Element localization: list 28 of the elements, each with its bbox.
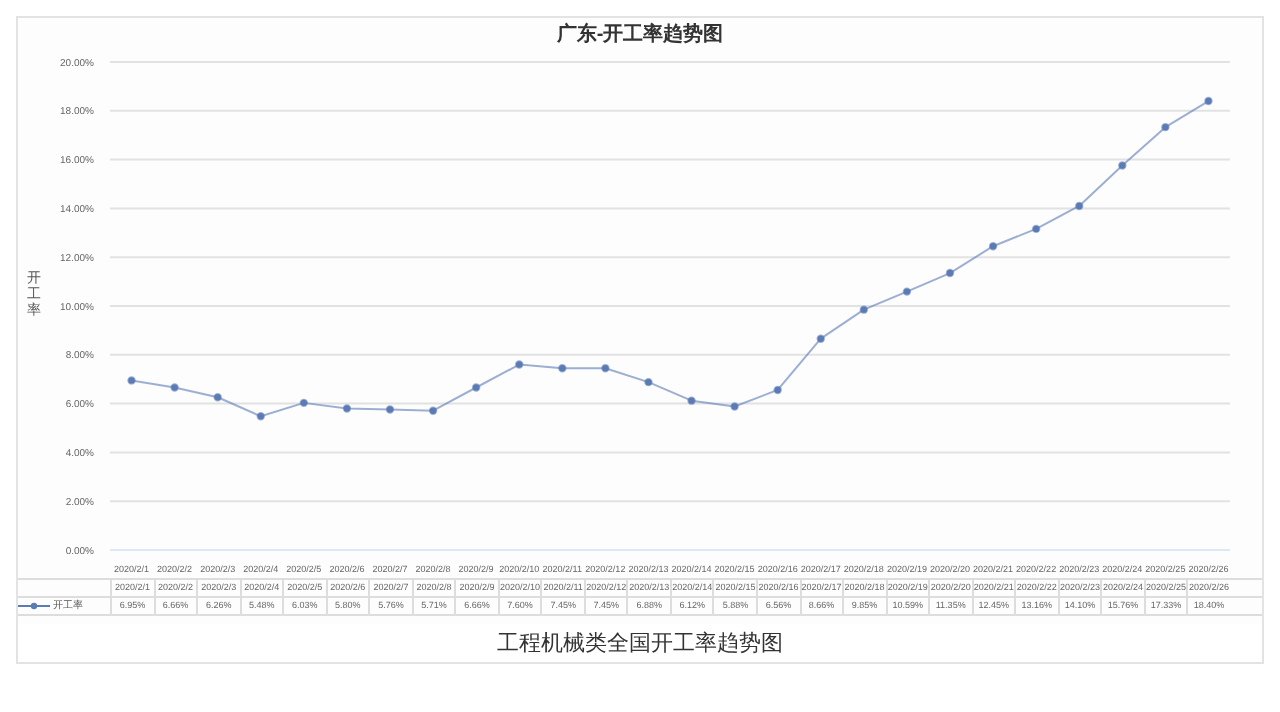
point — [471, 383, 481, 392]
point — [988, 242, 998, 251]
point — [1204, 96, 1213, 106]
point — [213, 393, 222, 402]
point — [945, 268, 955, 278]
point — [428, 406, 438, 415]
point — [644, 377, 653, 387]
point — [515, 360, 524, 369]
point — [1118, 161, 1127, 170]
point — [342, 404, 352, 413]
point — [773, 385, 782, 395]
point — [902, 287, 912, 296]
point — [687, 396, 696, 405]
point — [601, 364, 610, 373]
point — [1161, 122, 1170, 132]
point — [170, 383, 179, 392]
point — [385, 405, 395, 414]
text: 工程机械类全国开工率趋势图 — [18, 624, 1262, 662]
point — [730, 402, 739, 411]
point — [1031, 224, 1041, 234]
point — [299, 398, 309, 408]
point — [1075, 201, 1084, 211]
point — [127, 376, 136, 385]
point — [859, 305, 869, 314]
point — [816, 334, 825, 343]
point — [558, 364, 567, 373]
point — [256, 412, 265, 421]
chart-title: 广东-开工率趋势图 — [554, 20, 726, 50]
